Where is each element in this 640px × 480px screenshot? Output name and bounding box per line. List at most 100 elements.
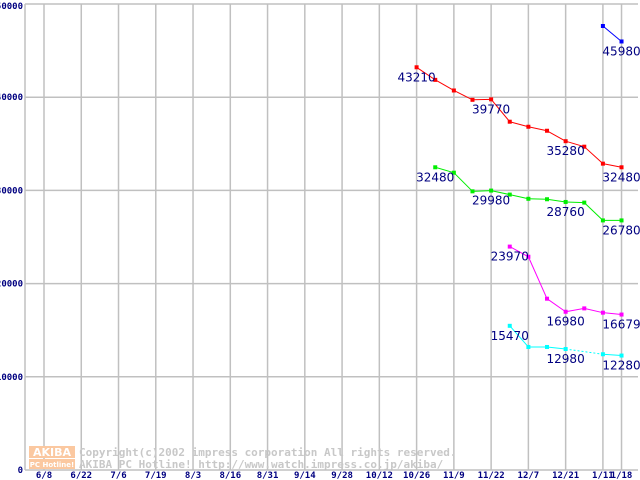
- data-point: [600, 23, 605, 28]
- x-tick-label: 6/8: [36, 471, 52, 480]
- site-url-text: AKIBA PC Hotline! http://www.watch.impre…: [79, 458, 444, 471]
- series-segment: [546, 198, 566, 203]
- x-tick-label: 7/19: [145, 471, 167, 480]
- data-point: [545, 344, 550, 349]
- x-tick-label: 9/28: [331, 471, 353, 480]
- y-tick-label: 0: [18, 466, 23, 476]
- data-point: [563, 347, 568, 352]
- y-tick-label: 40000: [0, 93, 23, 103]
- series-segment: [453, 90, 473, 101]
- series-segment: [584, 307, 604, 314]
- x-tick-label: 11/22: [478, 471, 505, 480]
- data-label: 29980: [472, 194, 510, 208]
- series-red: 43210 39770 35280 32480: [398, 65, 640, 184]
- data-point: [507, 192, 512, 197]
- data-point: [563, 199, 568, 204]
- data-point: [433, 77, 438, 82]
- series-green: 32480 29980 28760 26780: [416, 165, 640, 237]
- data-point: [600, 161, 605, 166]
- data-point: [470, 189, 475, 194]
- x-tick-label: 12/21: [552, 471, 579, 480]
- y-tick-label: 50000: [0, 2, 23, 12]
- copyright-text: Copyright(c)2002 impress corporation All…: [79, 446, 457, 459]
- data-point: [582, 200, 587, 205]
- data-label: 15470: [491, 329, 529, 343]
- series-layer: 45980 43210 39770 35280 32480 32480 29980 28760…: [398, 23, 640, 373]
- data-point: [545, 128, 550, 133]
- data-point: [470, 97, 475, 102]
- series-segment: [602, 163, 622, 168]
- logo-bottom: PC Hotline!: [30, 461, 74, 469]
- data-label: 35280: [547, 144, 585, 158]
- data-point: [600, 352, 605, 357]
- data-label: 45980: [602, 44, 640, 58]
- data-label: 39770: [472, 102, 510, 116]
- data-point: [507, 119, 512, 124]
- data-label: 43210: [398, 70, 436, 84]
- x-tick-label: 1/11: [592, 471, 614, 480]
- series-segment: [565, 307, 585, 313]
- data-point: [582, 306, 587, 311]
- series-segment: [491, 190, 510, 196]
- data-label: 32480: [416, 170, 454, 184]
- data-point: [414, 65, 419, 70]
- data-point: [507, 244, 512, 249]
- series-segment: [583, 146, 604, 165]
- series-segment: [509, 246, 529, 258]
- data-point: [545, 197, 550, 202]
- series-segment: [472, 190, 492, 192]
- data-point: [489, 188, 494, 193]
- x-tick-label: 11/9: [443, 471, 465, 480]
- y-tick-label: 30000: [0, 186, 23, 196]
- series-segment: [546, 346, 566, 350]
- watermark: AKIBA PC Hotline! Copyright(c)2002 impre…: [29, 446, 457, 471]
- x-tick-label: 7/6: [110, 471, 126, 480]
- data-point: [600, 218, 605, 223]
- data-point: [526, 124, 531, 129]
- data-point: [563, 139, 568, 144]
- series-segment: [602, 25, 622, 42]
- series-cyan: 15470 12980 12280: [491, 323, 640, 373]
- x-tick-label: 1/18: [611, 471, 633, 480]
- series-segment: [416, 66, 436, 81]
- logo-top-bg: [29, 446, 75, 458]
- x-tick-label: 8/16: [219, 471, 241, 480]
- data-point: [619, 312, 624, 317]
- data-point: [451, 88, 456, 93]
- series-segment: [509, 325, 529, 348]
- x-tick-label: 10/26: [403, 471, 430, 480]
- grid: [25, 3, 638, 470]
- series-magenta: 23970 16980 16679: [491, 244, 640, 332]
- x-tick-label: 8/31: [257, 471, 279, 480]
- data-point: [619, 353, 624, 358]
- data-point: [600, 310, 605, 315]
- series-segment: [546, 130, 566, 142]
- y-tick-label: 10000: [0, 373, 23, 383]
- data-point: [563, 309, 568, 314]
- series-segment: [509, 121, 529, 128]
- data-label: 26780: [602, 223, 640, 237]
- data-label: 16980: [547, 315, 585, 329]
- data-point: [526, 196, 531, 201]
- data-label: 12280: [602, 359, 640, 373]
- data-label: 28760: [547, 205, 585, 219]
- data-label: 16679: [602, 318, 640, 332]
- series-segment: [490, 99, 511, 123]
- series-segment: [509, 194, 529, 200]
- data-point: [433, 165, 438, 170]
- series-segment: [528, 126, 548, 132]
- x-tick-label: 8/3: [185, 471, 201, 480]
- data-point: [451, 170, 456, 175]
- data-point: [619, 165, 624, 170]
- data-point: [619, 218, 624, 223]
- data-label: 32480: [602, 170, 640, 184]
- series-segment: [602, 312, 622, 316]
- series-segment: [565, 201, 585, 204]
- data-point: [545, 296, 550, 301]
- data-point: [526, 254, 531, 259]
- series-segment: [602, 353, 622, 357]
- x-tick-label: 9/14: [294, 471, 316, 480]
- series-segment: [435, 166, 454, 174]
